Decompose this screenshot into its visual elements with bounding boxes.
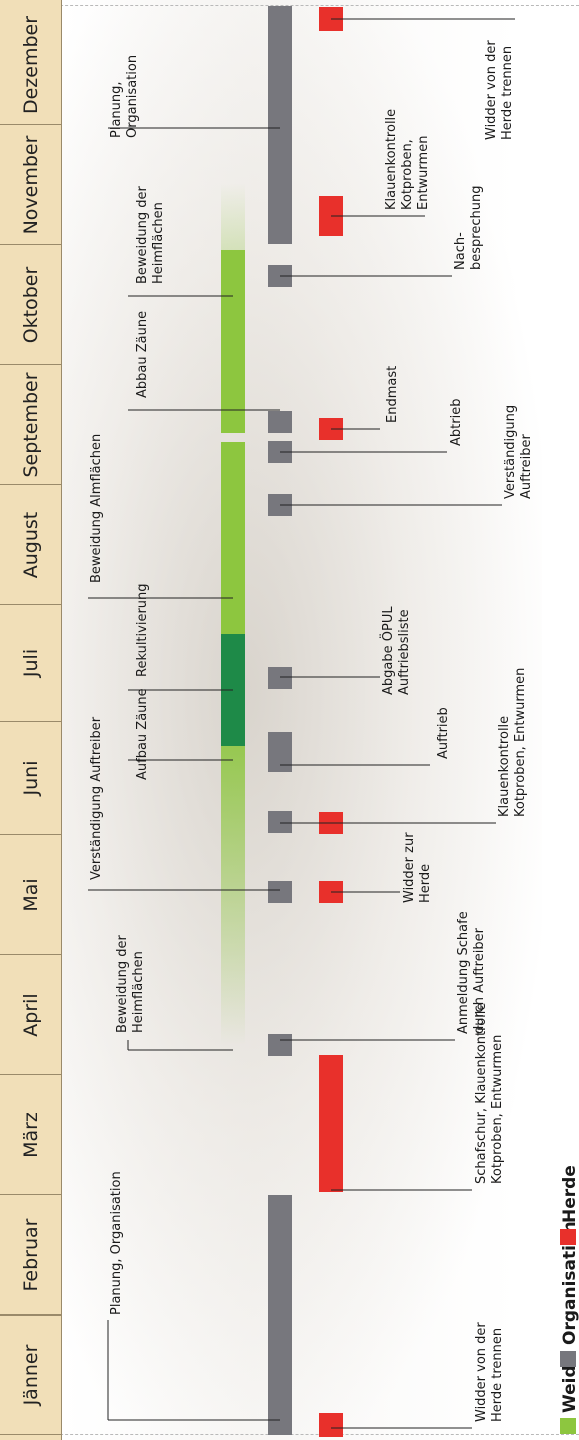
month-cell-september: September	[0, 365, 61, 485]
month-cell-juni: Juni	[0, 722, 61, 835]
legend-label-organisation: Organisation	[560, 1221, 579, 1345]
organisation-bar-auftrieb	[268, 732, 292, 772]
background-photo	[62, 0, 542, 1440]
label-schafschur: Schafschur, KlauenkontrolleKotproben, En…	[474, 1003, 505, 1184]
organisation-square	[268, 811, 292, 833]
label-beweidung-heimflaechen-autumn: Beweidung derHeimflächen	[135, 185, 166, 284]
label-abtrieb: Abtrieb	[449, 399, 464, 446]
legend-swatch-herde	[560, 1229, 576, 1245]
month-cell-april: April	[0, 955, 61, 1075]
label-klauenkontrolle-mai: KlauenkontrolleKotproben, Entwurmen	[497, 668, 528, 817]
month-cell-maerz: März	[0, 1075, 61, 1195]
label-auftrieb: Auftrieb	[436, 707, 451, 759]
legend-label-herde: Herde	[560, 1165, 579, 1223]
organisation-bar-planung-winter	[268, 1195, 292, 1435]
label-abgabe-oepul: Abgabe ÖPULAuftriebsliste	[379, 606, 412, 695]
weide-bar-heimflaechen-autumn-solid	[221, 250, 245, 433]
month-cell-august: August	[0, 485, 61, 605]
organisation-square	[268, 411, 292, 433]
organisation-square	[268, 881, 292, 903]
herde-bar-schafschur	[319, 1055, 343, 1192]
label-widder-zur-herde: Widder zurHerde	[402, 832, 433, 903]
month-column: Jänner Februar März April Mai Juni Juli …	[0, 0, 62, 1440]
label-verstaendigung-auftreiber-aug: VerständigungAuftreiber	[503, 405, 534, 499]
legend-swatch-weide	[560, 1418, 576, 1434]
label-planung-organisation-winter: Planung, Organisation	[109, 1171, 124, 1315]
month-cell-jaenner: Jänner	[0, 1315, 61, 1435]
month-cell-mai: Mai	[0, 835, 61, 955]
label-klauenkontrolle-nov: KlauenkontrolleKotproben,Entwurmen	[384, 109, 431, 210]
label-widder-trennen-winter: Widder von derHerde trennen	[474, 1322, 505, 1422]
month-cell-oktober: Oktober	[0, 245, 61, 365]
weide-bar-heimflaechen-spring	[221, 705, 245, 1045]
organisation-square	[268, 667, 292, 689]
month-cell-februar: Februar	[0, 1195, 61, 1315]
label-beweidung-almflaechen: Beweidung Almflächen	[89, 434, 104, 583]
herde-square	[319, 1413, 343, 1437]
label-nachbesprechung: Nach-besprechung	[453, 186, 484, 270]
label-aufbau-zaeune: Aufbau Zäune	[135, 688, 150, 780]
month-cell-november: November	[0, 125, 61, 245]
label-verstaendigung-auftreiber: Verständigung Auftreiber	[89, 716, 104, 880]
label-beweidung-heimflaechen-spring: Beweidung derHeimflächen	[115, 934, 146, 1033]
top-connectors	[88, 127, 280, 1421]
label-rekultivierung: Rekultivierung	[135, 583, 150, 677]
legend-label-weide: Weide	[560, 1354, 579, 1413]
month-cell-juli: Juli	[0, 605, 61, 722]
label-anmeldung-schafe: Anmeldung Schafedurch Auftreiber	[456, 911, 487, 1034]
organisation-square	[268, 1034, 292, 1056]
top-divider	[0, 5, 579, 6]
top-labels: Planung, Organisation Beweidung derHeimf…	[89, 55, 166, 1315]
label-abbau-zaeune: Abbau Zäune	[135, 311, 150, 398]
bottom-labels: Widder von derHerde trennen Schafschur, …	[379, 40, 534, 1422]
label-widder-trennen-dez: Widder von derHerde trennen	[484, 40, 515, 140]
organisation-bar-planung-herbst	[268, 6, 292, 244]
label-planung-organisation-herbst: Planung,Organisation	[109, 55, 140, 138]
bottom-connectors	[280, 18, 515, 1429]
month-cell-dezember: Dezember	[0, 6, 61, 125]
label-endmast: Endmast	[385, 366, 400, 423]
legend-swatch-organisation	[560, 1351, 576, 1367]
legend: Weide Organisation Herde	[560, 1165, 579, 1434]
